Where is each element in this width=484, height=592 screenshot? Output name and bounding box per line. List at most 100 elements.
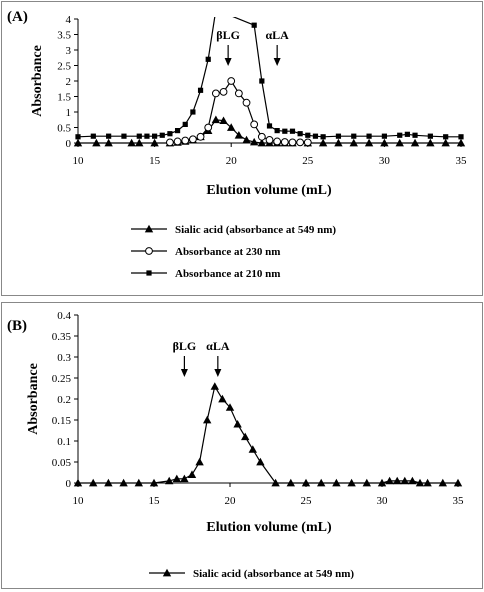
panel-a: (A) 0 0.5 1 1.5 2 2.5 3 3.5 4 10 15 20 25 30 35 Absor… <box>1 1 483 296</box>
data-point <box>320 134 326 140</box>
panel-a-label: (A) <box>7 9 28 25</box>
annotations: βLG αLA <box>173 339 230 377</box>
y-tick-label: 3 <box>66 45 72 57</box>
data-point <box>203 415 212 424</box>
annotation-label: αLA <box>206 339 230 353</box>
series-square <box>75 17 464 140</box>
legend-label: Sialic acid (absorbance at 549 nm) <box>175 224 336 236</box>
data-point <box>174 128 181 134</box>
data-point <box>165 476 174 485</box>
data-point <box>242 135 251 144</box>
y-tick-label: 0.5 <box>57 123 71 135</box>
data-point <box>159 132 165 138</box>
panel-b-frame <box>1 302 483 589</box>
data-point <box>92 138 101 147</box>
data-point <box>256 457 265 466</box>
data-point <box>248 445 257 453</box>
data-point <box>312 133 319 139</box>
series <box>73 382 463 487</box>
y-tick-label: 0.4 <box>57 310 71 322</box>
x-tick-label: 15 <box>149 495 161 507</box>
annotation-arrow-head <box>224 58 232 66</box>
annotation-label: βLG <box>216 28 240 42</box>
data-point <box>219 116 228 125</box>
x-tick-label: 10 <box>73 155 85 167</box>
data-point <box>90 133 96 139</box>
y-tick-label: 0 <box>66 138 72 150</box>
data-point <box>397 132 403 138</box>
data-point <box>400 476 409 485</box>
x-axis-title: Elution volume (mL) <box>206 520 332 535</box>
y-tick-label: 3.5 <box>57 30 71 42</box>
y-axis-title: Absorbance <box>30 45 45 117</box>
panel-a-frame <box>1 1 483 296</box>
data-point <box>335 133 342 139</box>
data-point <box>144 133 150 139</box>
data-point <box>205 56 211 62</box>
panel-b: (B) 0 0.05 0.1 0.15 0.2 0.25 0.3 0.35 0.4 10 15 20… <box>1 302 483 589</box>
data-point <box>303 138 312 147</box>
data-point <box>211 115 221 124</box>
data-point <box>456 138 466 147</box>
data-point <box>204 123 213 132</box>
series <box>73 17 466 147</box>
data-point <box>134 478 143 487</box>
data-point <box>251 22 257 28</box>
x-tick-label: 20 <box>225 495 237 507</box>
data-point <box>364 138 374 147</box>
annotation-arrow-head <box>214 369 222 377</box>
data-point <box>187 470 197 478</box>
y-axis-title: Absorbance <box>26 363 41 435</box>
series-circle <box>166 77 312 147</box>
x-tick-label: 25 <box>302 155 314 167</box>
data-point <box>149 478 159 487</box>
y-ticks: 0 0.5 1 1.5 2 2.5 3 3.5 4 <box>57 14 78 150</box>
data-point <box>75 134 81 140</box>
data-point <box>296 138 305 147</box>
y-tick-label: 0.05 <box>52 457 72 469</box>
data-point <box>282 128 288 134</box>
chart-a: (A) 0 0.5 1 1.5 2 2.5 3 3.5 4 10 15 20 25 30 35 Absor… <box>1 1 483 296</box>
data-point <box>210 382 219 390</box>
data-point <box>181 136 190 145</box>
y-tick-label: 4 <box>66 14 72 26</box>
data-point <box>404 131 410 137</box>
data-point <box>385 476 394 485</box>
annotation-arrow-head <box>180 369 188 377</box>
data-point <box>288 138 297 147</box>
data-point <box>412 132 418 138</box>
data-point <box>265 136 274 144</box>
data-point <box>393 476 402 485</box>
data-point <box>190 109 196 115</box>
x-tick-label: 25 <box>301 495 313 507</box>
data-point <box>349 138 358 147</box>
data-point <box>280 138 289 146</box>
data-point <box>257 132 266 141</box>
data-point <box>211 89 220 98</box>
data-point <box>423 478 432 487</box>
data-point <box>150 138 159 147</box>
data-point <box>273 137 282 146</box>
data-point <box>395 138 404 147</box>
y-ticks: 0 0.05 0.1 0.15 0.2 0.25 0.3 0.35 0.4 <box>52 310 78 490</box>
data-point <box>305 132 311 138</box>
data-point <box>225 403 235 411</box>
data-point <box>257 138 267 147</box>
y-tick-label: 0.15 <box>52 415 72 427</box>
data-point <box>318 138 328 147</box>
data-point <box>104 478 113 487</box>
legend-marker <box>144 224 154 233</box>
x-tick-label: 30 <box>379 155 391 167</box>
chart-b: (B) 0 0.05 0.1 0.15 0.2 0.25 0.3 0.35 0.4 10 15 20… <box>1 302 483 589</box>
data-point <box>233 420 242 428</box>
data-point <box>136 133 142 139</box>
legend-marker <box>162 568 172 577</box>
data-point <box>89 478 98 487</box>
legend-label: Absorbance at 210 nm <box>175 268 280 280</box>
annotation-label: αLA <box>265 28 289 42</box>
data-point <box>351 133 357 139</box>
data-point <box>196 132 205 141</box>
legend-marker <box>145 247 153 255</box>
data-point <box>173 137 182 146</box>
data-point <box>241 432 250 441</box>
